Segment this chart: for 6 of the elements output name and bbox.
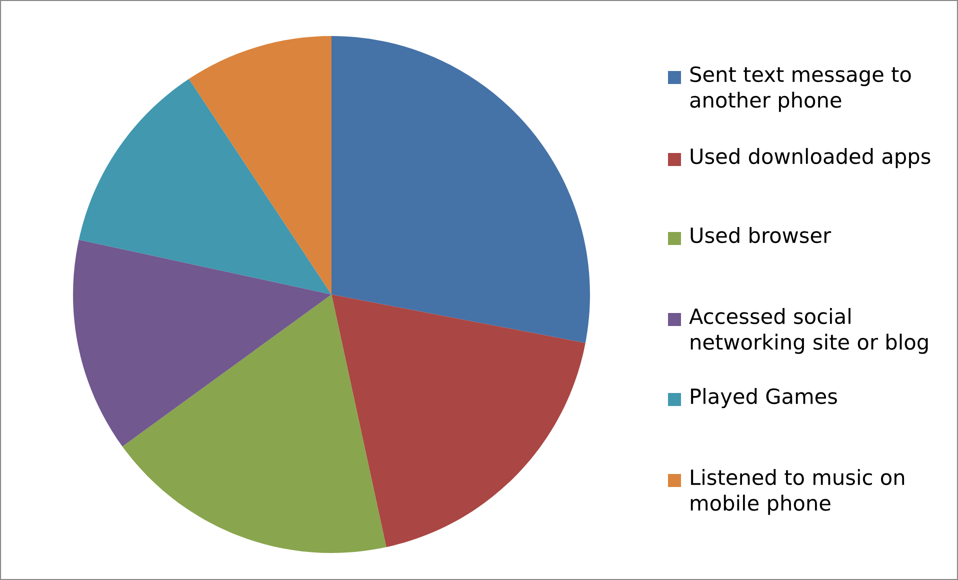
legend-label: Sent text message to another phone	[690, 66, 911, 112]
legend-label: Listened to music on mobile phone	[690, 469, 904, 515]
legend-label: Used browser	[690, 227, 832, 244]
legend-label: Used downloaded apps	[690, 148, 930, 168]
legend-label: Accessed social networking site or blog	[689, 308, 928, 354]
legend-label: Played Games	[691, 388, 837, 408]
